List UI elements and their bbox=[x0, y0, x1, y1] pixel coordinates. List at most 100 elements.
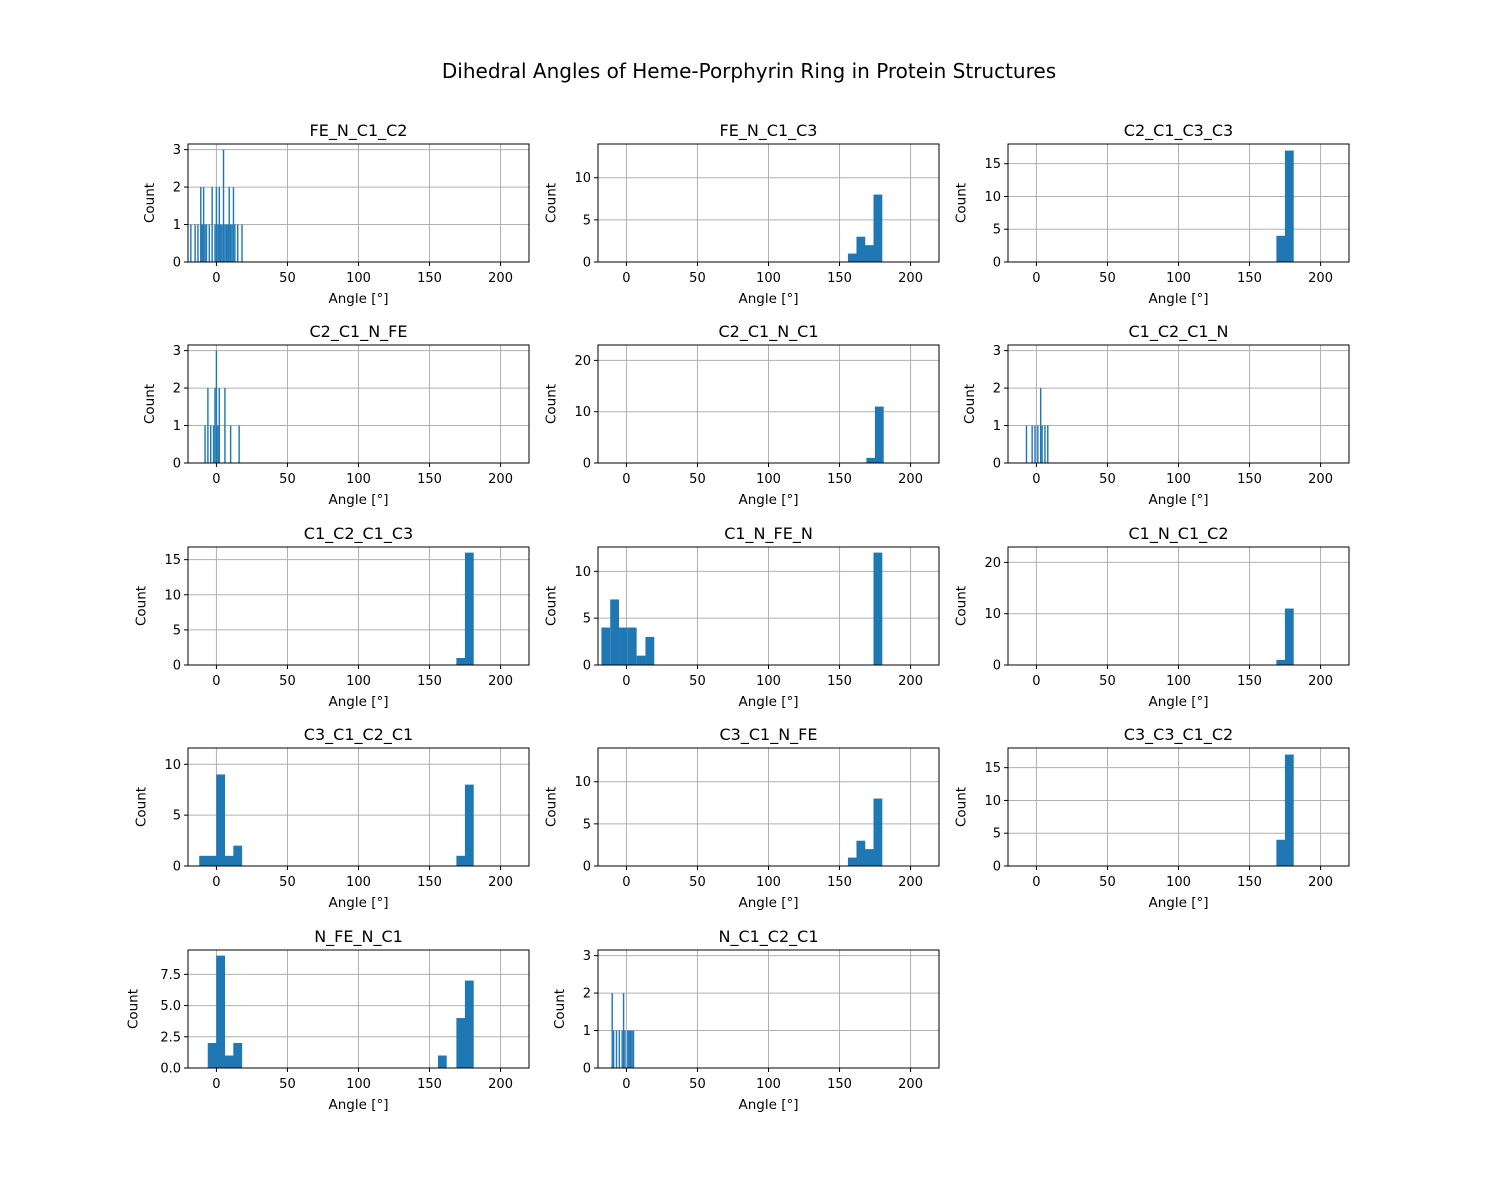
x-axis-label: Angle [°] bbox=[329, 492, 389, 508]
histogram-bar bbox=[456, 657, 466, 665]
subplot-title: FE_N_C1_C3 bbox=[720, 121, 818, 141]
y-tick-label: 2 bbox=[583, 987, 591, 1002]
x-axis-label: Angle [°] bbox=[329, 895, 389, 911]
x-tick-label: 150 bbox=[417, 271, 442, 286]
x-tick-label: 200 bbox=[898, 472, 923, 487]
y-tick-label: 0 bbox=[173, 659, 181, 674]
y-tick-label: 10 bbox=[574, 171, 591, 186]
y-tick-label: 10 bbox=[574, 775, 591, 790]
x-tick-label: 0 bbox=[212, 674, 220, 689]
subplot-title: C1_C2_C1_C3 bbox=[304, 524, 413, 544]
y-axis-label: Count bbox=[954, 586, 970, 626]
histogram-bar bbox=[1284, 754, 1294, 866]
y-tick-label: 10 bbox=[984, 190, 1001, 205]
histogram-bar bbox=[1041, 425, 1043, 463]
y-tick-label: 7.5 bbox=[160, 968, 181, 983]
histogram-bar bbox=[210, 425, 212, 463]
histogram-bar bbox=[1284, 608, 1294, 665]
y-tick-label: 5 bbox=[173, 623, 181, 638]
x-tick-label: 0 bbox=[212, 271, 220, 286]
x-tick-label: 50 bbox=[689, 472, 706, 487]
y-tick-label: 10 bbox=[984, 607, 1001, 622]
histogram-bar bbox=[216, 955, 226, 1068]
x-tick-label: 200 bbox=[488, 875, 513, 890]
histogram-bar bbox=[233, 845, 243, 866]
x-tick-label: 100 bbox=[1166, 674, 1191, 689]
x-tick-label: 100 bbox=[1166, 271, 1191, 286]
y-tick-label: 1 bbox=[583, 1024, 591, 1039]
y-tick-label: 10 bbox=[984, 794, 1001, 809]
histogram-bar bbox=[222, 149, 225, 262]
x-tick-label: 0 bbox=[212, 875, 220, 890]
histogram-bar bbox=[227, 224, 229, 262]
x-tick-label: 150 bbox=[1237, 271, 1262, 286]
x-tick-label: 0 bbox=[622, 674, 630, 689]
histogram-bar bbox=[873, 194, 883, 262]
x-tick-label: 50 bbox=[689, 875, 706, 890]
x-tick-label: 200 bbox=[898, 1077, 923, 1092]
x-tick-label: 200 bbox=[488, 472, 513, 487]
histogram-bar bbox=[464, 980, 474, 1068]
histogram-bar bbox=[214, 388, 216, 463]
y-axis-label: Count bbox=[134, 586, 150, 626]
x-axis-label: Angle [°] bbox=[1149, 291, 1209, 307]
x-tick-label: 200 bbox=[898, 674, 923, 689]
y-tick-label: 0 bbox=[993, 860, 1001, 875]
subplot-title: N_FE_N_C1 bbox=[314, 927, 403, 947]
y-tick-label: 5 bbox=[993, 827, 1001, 842]
subplot-fe-n-c1-c2: 0 50 100 150 200 0 1 2 3 FE_N_C1_C2 Angle [°] Count bbox=[142, 121, 530, 307]
x-tick-label: 150 bbox=[827, 271, 852, 286]
histogram-bar bbox=[221, 224, 223, 262]
x-tick-label: 50 bbox=[279, 1077, 296, 1092]
y-tick-label: 10 bbox=[574, 565, 591, 580]
histogram-bar bbox=[645, 636, 655, 665]
x-tick-label: 100 bbox=[346, 674, 371, 689]
histogram-bar bbox=[847, 253, 857, 262]
x-tick-label: 50 bbox=[1099, 674, 1116, 689]
subplot-title: C3_C1_C2_C1 bbox=[304, 725, 413, 745]
histogram-bar bbox=[1037, 425, 1039, 463]
histogram-bar bbox=[624, 1030, 626, 1068]
x-tick-label: 100 bbox=[1166, 472, 1191, 487]
histogram-bar bbox=[218, 388, 220, 463]
subplot-c2-c1-n-c1: 0 50 100 150 200 0 10 20 C2_C1_N_C1 Angle [°] Coun… bbox=[544, 322, 940, 508]
y-tick-label: 20 bbox=[984, 556, 1001, 571]
x-tick-label: 150 bbox=[417, 1077, 442, 1092]
y-tick-label: 10 bbox=[574, 405, 591, 420]
histogram-bar bbox=[234, 224, 236, 262]
subplot-title: C3_C3_C1_C2 bbox=[1124, 725, 1233, 745]
y-tick-label: 20 bbox=[574, 354, 591, 369]
subplot-c3-c3-c1-c2: 0 50 100 150 200 0 5 10 15 C3_C3_C1_C2 Angle [°] Co… bbox=[954, 725, 1350, 911]
x-tick-label: 50 bbox=[279, 674, 296, 689]
subplot-n-c1-c2-c1: 0 50 100 150 200 0 1 2 3 N_C1_C2_C1 Angle [°] Count bbox=[552, 927, 940, 1113]
x-tick-label: 0 bbox=[1032, 674, 1040, 689]
histogram-bar bbox=[238, 425, 240, 463]
y-tick-label: 5.0 bbox=[160, 999, 181, 1014]
x-tick-label: 50 bbox=[689, 674, 706, 689]
x-tick-label: 100 bbox=[756, 1077, 781, 1092]
y-tick-label: 0 bbox=[173, 860, 181, 875]
histogram-bar bbox=[873, 798, 883, 866]
x-tick-label: 200 bbox=[488, 271, 513, 286]
histogram-bar bbox=[194, 224, 196, 262]
histogram-bar bbox=[232, 187, 235, 262]
x-tick-label: 100 bbox=[346, 271, 371, 286]
subplot-c3-c1-n-fe: 0 50 100 150 200 0 5 10 C3_C1_N_FE Angle [°] Count bbox=[544, 725, 940, 911]
y-axis-label: Count bbox=[142, 183, 158, 223]
subplot-title: C1_N_C1_C2 bbox=[1128, 524, 1228, 544]
histogram-bar bbox=[224, 855, 234, 866]
x-tick-label: 50 bbox=[279, 875, 296, 890]
x-tick-label: 150 bbox=[1237, 674, 1262, 689]
histogram-bar bbox=[464, 784, 474, 866]
y-tick-label: 0 bbox=[993, 256, 1001, 271]
x-tick-label: 150 bbox=[1237, 875, 1262, 890]
histogram-bar bbox=[456, 1018, 466, 1068]
histogram-bar bbox=[611, 993, 613, 1068]
subplot-c1-c2-c1-c3: 0 50 100 150 200 0 5 10 15 C1_C2_C1_C3 Angle [°] Co… bbox=[134, 524, 530, 710]
histogram-bar bbox=[229, 425, 232, 463]
x-axis-label: Angle [°] bbox=[739, 1097, 799, 1113]
y-tick-label: 3 bbox=[583, 949, 591, 964]
histogram-bar bbox=[202, 187, 205, 262]
